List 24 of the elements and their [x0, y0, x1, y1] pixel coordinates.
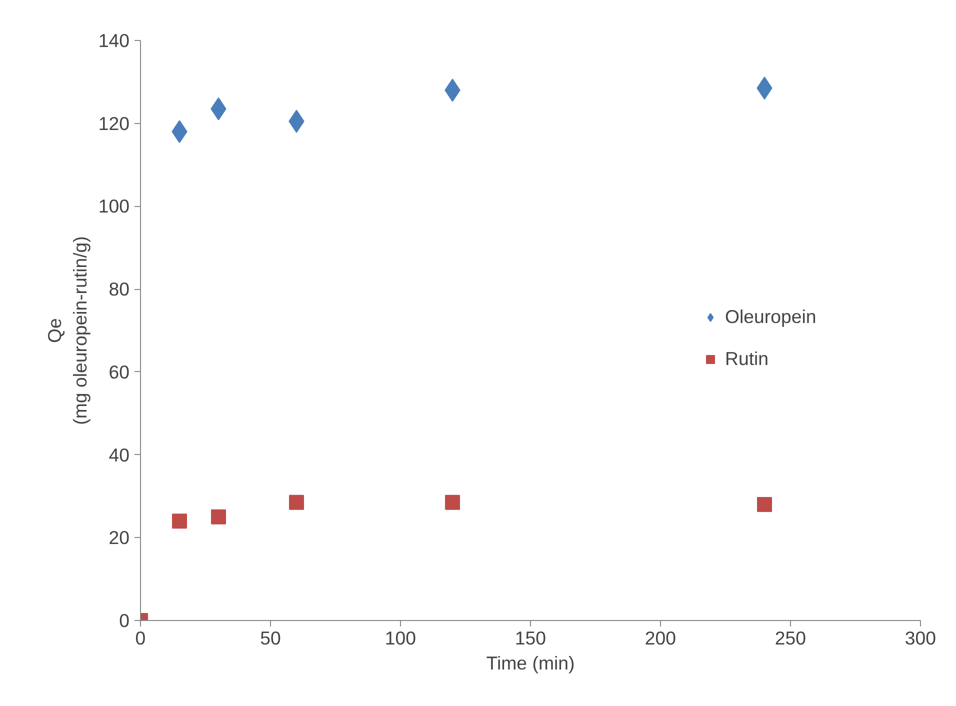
x-tick-label: 50 — [260, 628, 281, 648]
x-tick-label: 150 — [514, 628, 546, 648]
x-tick-label: 0 — [135, 628, 146, 648]
x-tick-label: 200 — [644, 628, 676, 648]
point — [172, 514, 187, 529]
point — [289, 494, 304, 510]
point — [211, 509, 226, 524]
y-tick-label: 100 — [98, 196, 130, 217]
legend-label: Oleuropein — [725, 306, 816, 328]
x-tick-label: 250 — [774, 628, 806, 648]
y-tick-label: 140 — [98, 30, 130, 51]
y-tick-label: 80 — [108, 278, 130, 300]
point — [445, 494, 460, 510]
y-tick-label: 0 — [119, 610, 130, 631]
x-axis-title: Time (min) — [486, 652, 575, 674]
y-tick-label: 120 — [98, 112, 130, 134]
x-tick-label: 100 — [384, 628, 416, 648]
x-tick-label: 300 — [904, 628, 936, 648]
legend-label: Rutin — [725, 348, 769, 370]
point — [757, 497, 772, 512]
y-tick-label: 40 — [108, 444, 130, 466]
y-tick-label: 20 — [108, 527, 130, 548]
y-tick-label: 60 — [108, 361, 130, 382]
y-axis-title: Qe (mg oleuropein-rutin/g) — [44, 236, 90, 425]
